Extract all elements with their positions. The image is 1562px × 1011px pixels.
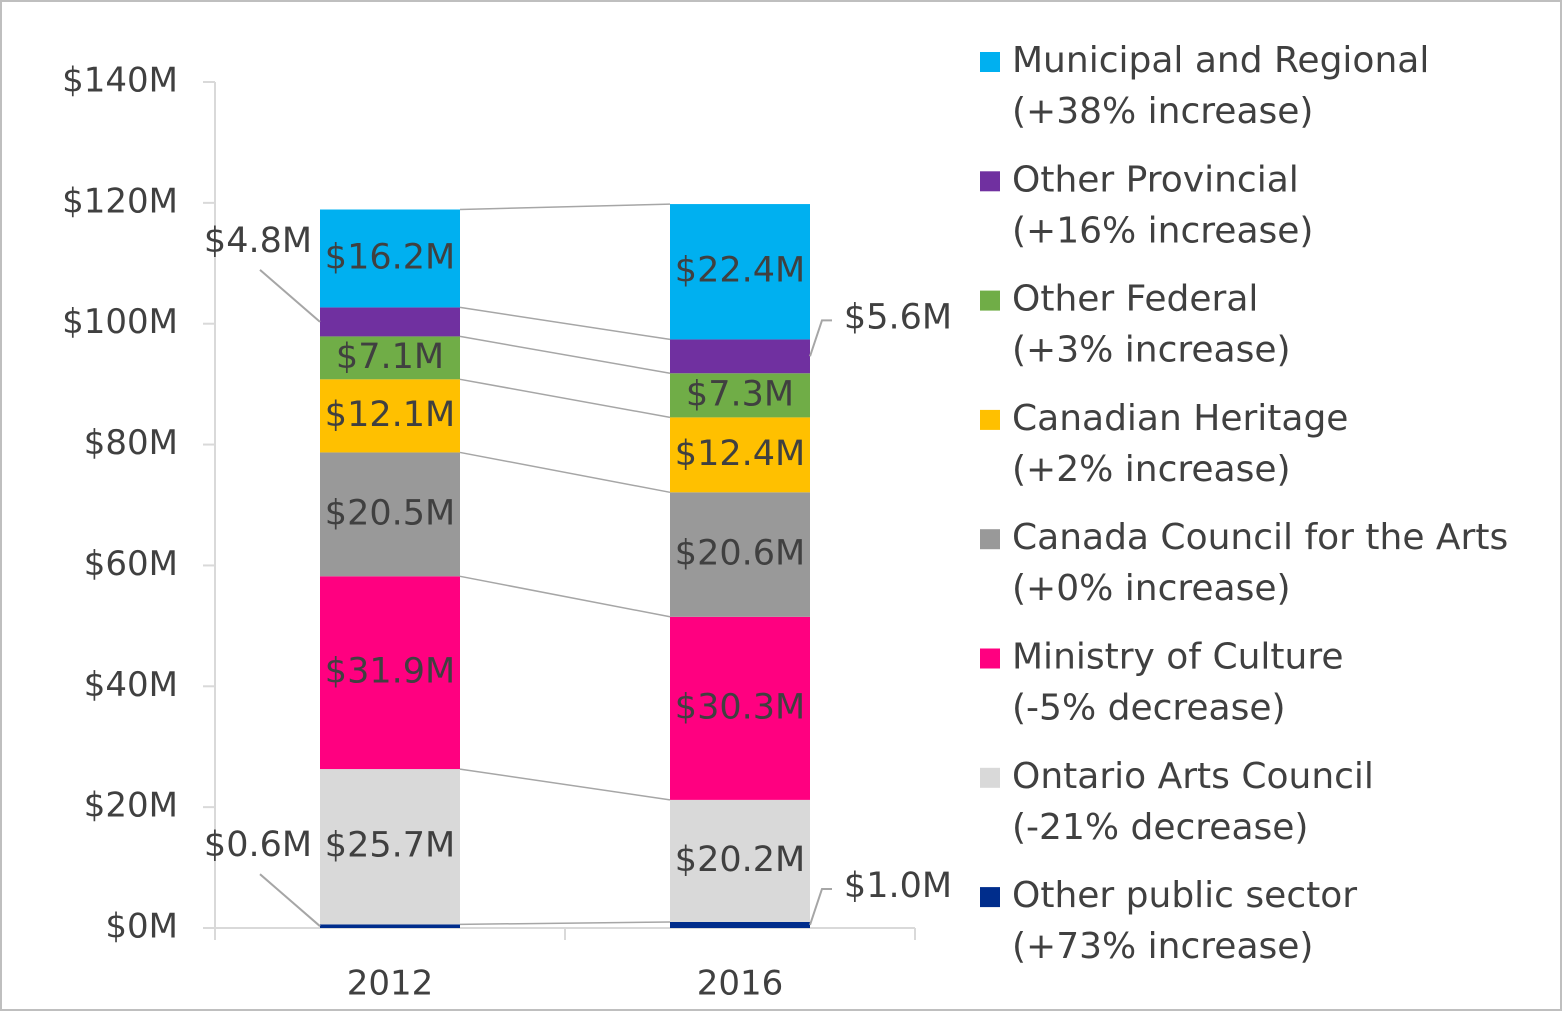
connector	[459, 203, 671, 211]
legend-label: Canada Council for the Arts	[1012, 517, 1508, 558]
legend-change: (+38% increase)	[1012, 91, 1313, 132]
bar-segment	[320, 452, 460, 577]
legend-label: Other public sector	[1012, 875, 1357, 916]
bar-segment	[320, 576, 460, 770]
connector	[459, 921, 671, 926]
legend-swatch	[980, 290, 1000, 311]
connector	[459, 768, 671, 801]
y-tick-label: $40M	[84, 665, 178, 705]
data-label: $30.3M	[675, 687, 805, 727]
bar-segment	[670, 921, 810, 928]
connector	[459, 575, 671, 618]
data-label: $25.7M	[325, 826, 455, 866]
bar-segment	[320, 379, 460, 453]
y-tick-label: $80M	[84, 423, 178, 463]
legend-label: Other Provincial	[1012, 159, 1299, 200]
x-tick-label: 2016	[697, 964, 784, 1004]
legend-change: (+16% increase)	[1012, 210, 1313, 251]
data-label: $5.6M	[844, 297, 952, 337]
data-label: $7.1M	[336, 337, 444, 377]
legend-swatch	[980, 767, 1000, 788]
data-label: $7.3M	[686, 374, 794, 414]
y-tick-label: $0M	[105, 907, 178, 947]
leader-line	[259, 269, 321, 323]
legend-label: Municipal and Regional	[1012, 40, 1429, 81]
data-label: $20.2M	[675, 840, 805, 880]
data-label: $16.2M	[325, 237, 455, 277]
y-tick-label: $140M	[62, 61, 178, 101]
data-label: $20.6M	[675, 534, 805, 574]
y-tick-label: $100M	[62, 302, 178, 342]
legend-change: (+3% increase)	[1012, 330, 1291, 371]
bar-segment	[670, 417, 810, 493]
legend-label: Other Federal	[1012, 279, 1258, 320]
legend-swatch	[980, 52, 1000, 72]
legend-swatch	[980, 648, 1000, 669]
bar-segment	[320, 307, 460, 337]
data-label: $12.4M	[675, 434, 805, 474]
bar-segment	[320, 336, 460, 380]
data-label: $20.5M	[325, 493, 455, 533]
legend-change: (+73% increase)	[1012, 926, 1313, 967]
bar-segment	[670, 799, 810, 922]
legend-swatch	[980, 529, 1000, 550]
x-tick-label: 2012	[347, 964, 434, 1004]
connector	[459, 306, 671, 341]
leader-line	[809, 887, 832, 926]
bar-segment	[320, 924, 460, 928]
legend-change: (+0% increase)	[1012, 568, 1291, 609]
leader-line	[809, 319, 832, 357]
data-label: $22.4M	[675, 251, 805, 291]
leader-line	[259, 873, 321, 927]
y-tick-label: $20M	[84, 786, 178, 826]
bar-segment	[670, 339, 810, 374]
data-label: $0.6M	[204, 825, 312, 865]
legend-change: (-21% decrease)	[1012, 807, 1308, 848]
legend-swatch	[980, 409, 1000, 430]
bar-segment	[670, 616, 810, 800]
y-tick-label: $120M	[62, 181, 178, 221]
bar-segment	[670, 204, 810, 340]
legend-label: Ministry of Culture	[1012, 637, 1344, 678]
legend-label: Canadian Heritage	[1012, 398, 1348, 439]
legend-change: (+2% increase)	[1012, 449, 1291, 490]
bar-segment	[320, 209, 460, 308]
bar-segment	[670, 492, 810, 617]
data-label: $31.9M	[325, 652, 455, 692]
y-tick-label: $60M	[84, 544, 178, 584]
legend-swatch	[980, 887, 1000, 908]
data-label: $12.1M	[325, 395, 455, 435]
data-label: $4.8M	[204, 221, 312, 261]
connector	[459, 451, 671, 494]
legend-change: (-5% decrease)	[1012, 688, 1286, 729]
legend-swatch	[980, 171, 1000, 192]
bar-segment	[670, 373, 810, 418]
legend-label: Ontario Arts Council	[1012, 756, 1374, 797]
connector	[459, 378, 671, 419]
data-label: $1.0M	[844, 866, 952, 906]
connector	[459, 335, 671, 375]
bar-segment	[320, 769, 460, 925]
